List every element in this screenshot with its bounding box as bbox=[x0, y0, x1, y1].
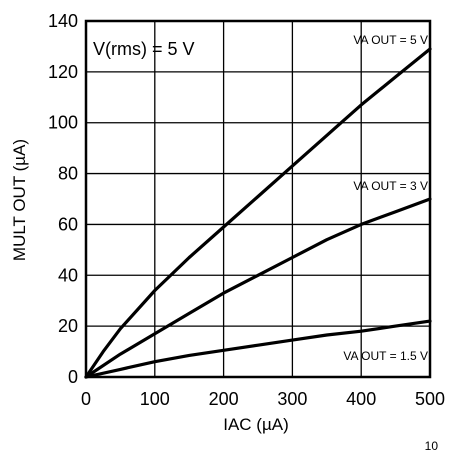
voltage-annotation: V(rms) = 5 V bbox=[93, 39, 195, 59]
y-tick-label-60: 60 bbox=[58, 214, 78, 234]
y-tick-label-40: 40 bbox=[58, 265, 78, 285]
y-tick-label-100: 100 bbox=[48, 113, 78, 133]
series-label-va-out-1-5v: VA OUT = 1.5 V bbox=[343, 349, 428, 363]
y-tick-label-80: 80 bbox=[58, 164, 78, 184]
page-number: 10 bbox=[425, 439, 439, 453]
x-tick-label-300: 300 bbox=[277, 389, 307, 409]
grid-layer bbox=[86, 21, 430, 377]
y-tick-label-0: 0 bbox=[68, 367, 78, 387]
x-tick-label-500: 500 bbox=[415, 389, 445, 409]
x-tick-label-400: 400 bbox=[346, 389, 376, 409]
x-tick-label-100: 100 bbox=[140, 389, 170, 409]
x-tick-label-200: 200 bbox=[209, 389, 239, 409]
series-line-0 bbox=[84, 47, 432, 379]
y-tick-label-120: 120 bbox=[48, 62, 78, 82]
y-tick-label-20: 20 bbox=[58, 316, 78, 336]
y-axis-label: MULT OUT (µA) bbox=[10, 139, 29, 261]
series-line-1 bbox=[84, 197, 432, 379]
series-line-2 bbox=[84, 319, 432, 379]
series-label-va-out-3v: VA OUT = 3 V bbox=[353, 179, 428, 193]
tick-label-layer: 0 100 200 300 400 500 0 20 40 60 80 100 120 140 bbox=[48, 11, 445, 409]
y-tick-label-140: 140 bbox=[48, 11, 78, 31]
series-label-va-out-5v: VA OUT = 5 V bbox=[353, 33, 428, 47]
x-tick-label-0: 0 bbox=[81, 389, 91, 409]
plot-frame bbox=[84, 19, 432, 379]
x-axis-label: IAC (µA) bbox=[223, 415, 289, 434]
series-layer bbox=[84, 47, 432, 379]
